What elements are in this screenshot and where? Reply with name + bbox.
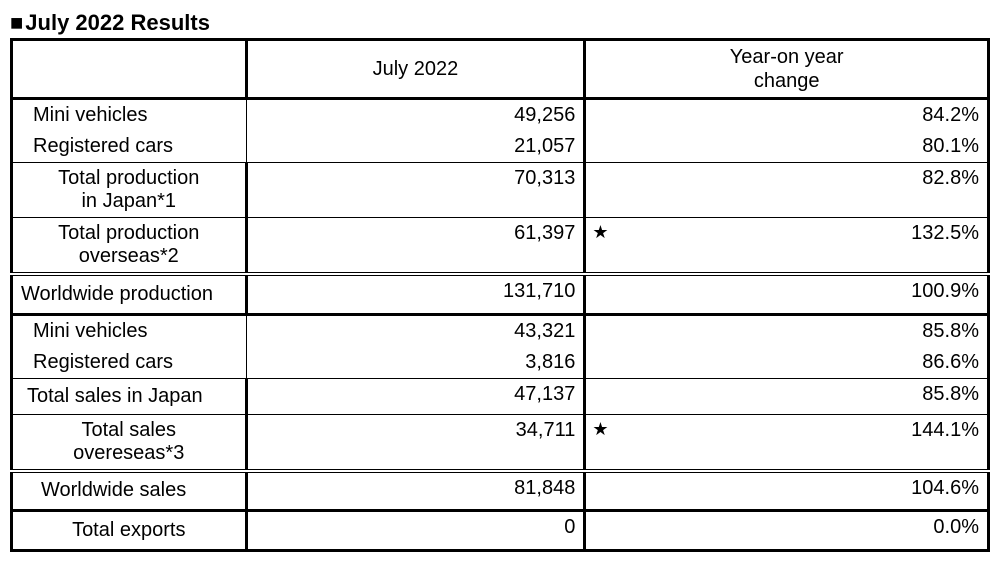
- table-row: Total productionoverseas*2 61,397 ★ 132.…: [12, 218, 989, 275]
- row-star: [585, 314, 650, 347]
- table-row: Total sales in Japan 47,137 85.8%: [12, 378, 989, 414]
- page-title: ■ July 2022 Results: [10, 10, 990, 36]
- row-yoy: 104.6%: [650, 471, 989, 511]
- row-yoy: 132.5%: [650, 218, 989, 275]
- row-value: 43,321: [246, 314, 585, 347]
- row-star: [585, 131, 650, 163]
- row-value: 131,710: [246, 274, 585, 314]
- row-value: 34,711: [246, 414, 585, 471]
- row-value: 81,848: [246, 471, 585, 511]
- row-yoy: 85.8%: [650, 378, 989, 414]
- header-period: July 2022: [246, 40, 585, 99]
- table-row: Worldwide production 131,710 100.9%: [12, 274, 989, 314]
- table-row: Mini vehicles 49,256 84.2%: [12, 99, 989, 132]
- row-label: Mini vehicles: [12, 314, 247, 347]
- row-star: [585, 347, 650, 379]
- row-label: Total productionin Japan*1: [12, 163, 247, 218]
- row-value: 3,816: [246, 347, 585, 379]
- row-label: Mini vehicles: [12, 99, 247, 132]
- row-value: 70,313: [246, 163, 585, 218]
- results-table: July 2022 Year-on yearchange Mini vehicl…: [10, 38, 990, 552]
- row-star: [585, 163, 650, 218]
- row-value: 47,137: [246, 378, 585, 414]
- row-label: Total salesovereseas*3: [12, 414, 247, 471]
- row-label: Worldwide sales: [12, 471, 247, 511]
- header-blank: [12, 40, 247, 99]
- row-star: [585, 99, 650, 132]
- row-yoy: 144.1%: [650, 414, 989, 471]
- row-yoy: 80.1%: [650, 131, 989, 163]
- table-row: Total productionin Japan*1 70,313 82.8%: [12, 163, 989, 218]
- row-label: Total exports: [12, 511, 247, 551]
- square-icon: ■: [10, 10, 23, 36]
- table-row: Worldwide sales 81,848 104.6%: [12, 471, 989, 511]
- row-label: Total sales in Japan: [12, 378, 247, 414]
- table-row: Registered cars 3,816 86.6%: [12, 347, 989, 379]
- row-label: Worldwide production: [12, 274, 247, 314]
- row-yoy: 100.9%: [650, 274, 989, 314]
- row-yoy: 82.8%: [650, 163, 989, 218]
- star-icon: ★: [585, 414, 650, 471]
- row-label: Total productionoverseas*2: [12, 218, 247, 275]
- row-value: 61,397: [246, 218, 585, 275]
- table-row: Total exports 0 0.0%: [12, 511, 989, 551]
- row-label: Registered cars: [12, 131, 247, 163]
- table-row: Total salesovereseas*3 34,711 ★ 144.1%: [12, 414, 989, 471]
- row-star: [585, 511, 650, 551]
- row-yoy: 84.2%: [650, 99, 989, 132]
- row-star: [585, 274, 650, 314]
- table-row: Registered cars 21,057 80.1%: [12, 131, 989, 163]
- star-icon: ★: [585, 218, 650, 275]
- row-star: [585, 378, 650, 414]
- row-star: [585, 471, 650, 511]
- header-yoy: Year-on yearchange: [585, 40, 989, 99]
- row-yoy: 0.0%: [650, 511, 989, 551]
- row-value: 21,057: [246, 131, 585, 163]
- table-row: Mini vehicles 43,321 85.8%: [12, 314, 989, 347]
- row-yoy: 86.6%: [650, 347, 989, 379]
- row-value: 0: [246, 511, 585, 551]
- title-text: July 2022 Results: [25, 10, 210, 36]
- row-value: 49,256: [246, 99, 585, 132]
- row-yoy: 85.8%: [650, 314, 989, 347]
- row-label: Registered cars: [12, 347, 247, 379]
